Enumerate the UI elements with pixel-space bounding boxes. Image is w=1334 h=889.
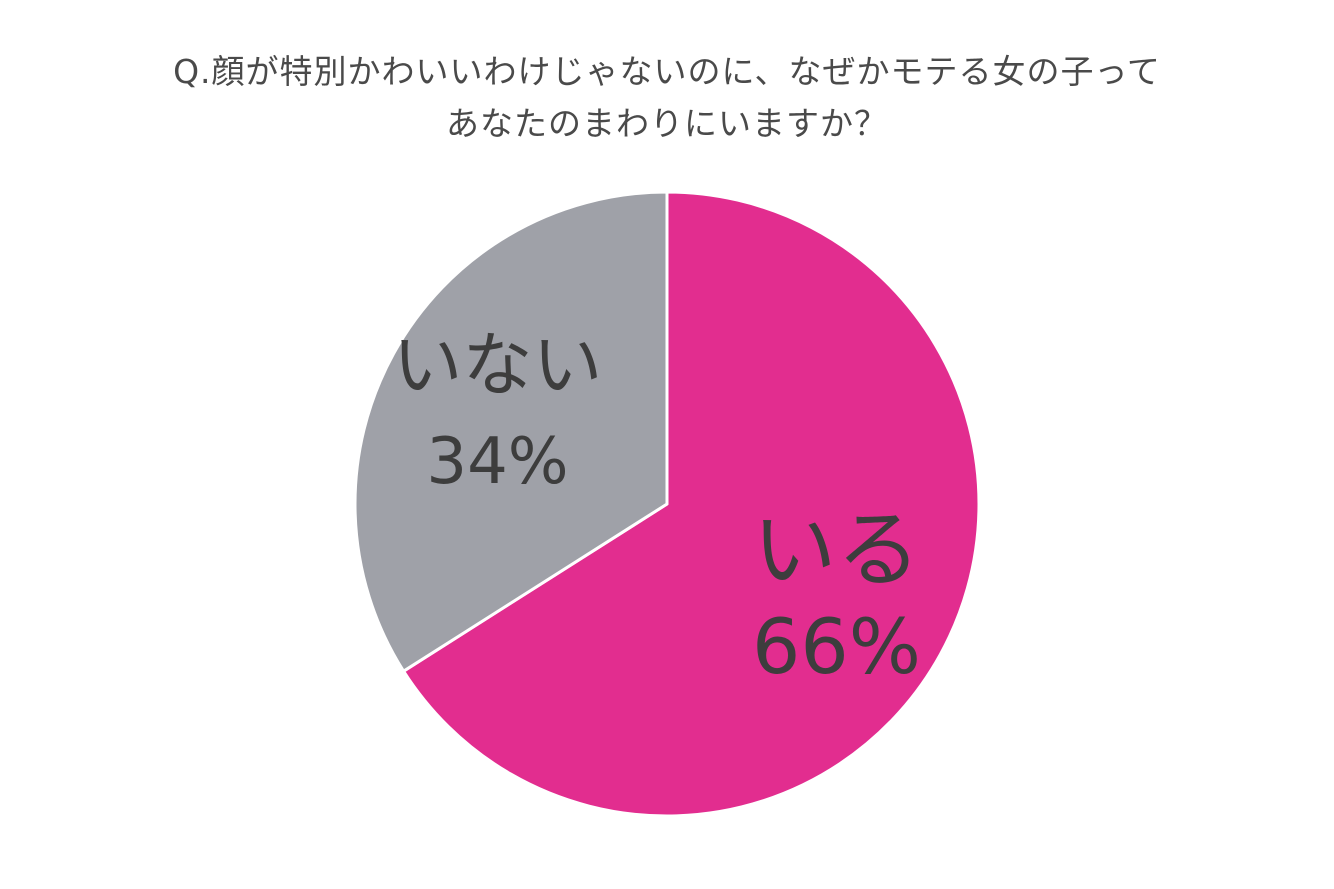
pie-slice-2 [353,190,669,673]
chart-title-line-1: Q.顔が特別かわいいわけじゃないのに、なぜかモテる女の子って [173,52,1161,91]
pie-slices [353,190,981,818]
slice-label-value-1: 66% [752,602,921,691]
pie-slice-1 [402,190,981,818]
chart-title-line-2: あなたのまわりにいますか？ [446,104,888,143]
slice-label-category-1: いる [753,501,921,599]
chart-title: Q.顔が特別かわいいわけじゃないのに、なぜかモテる女の子って あなたのまわりにい… [0,46,1334,150]
slice-label-value-2: 34% [426,425,568,499]
slice-label-category-2: いない [392,324,602,406]
